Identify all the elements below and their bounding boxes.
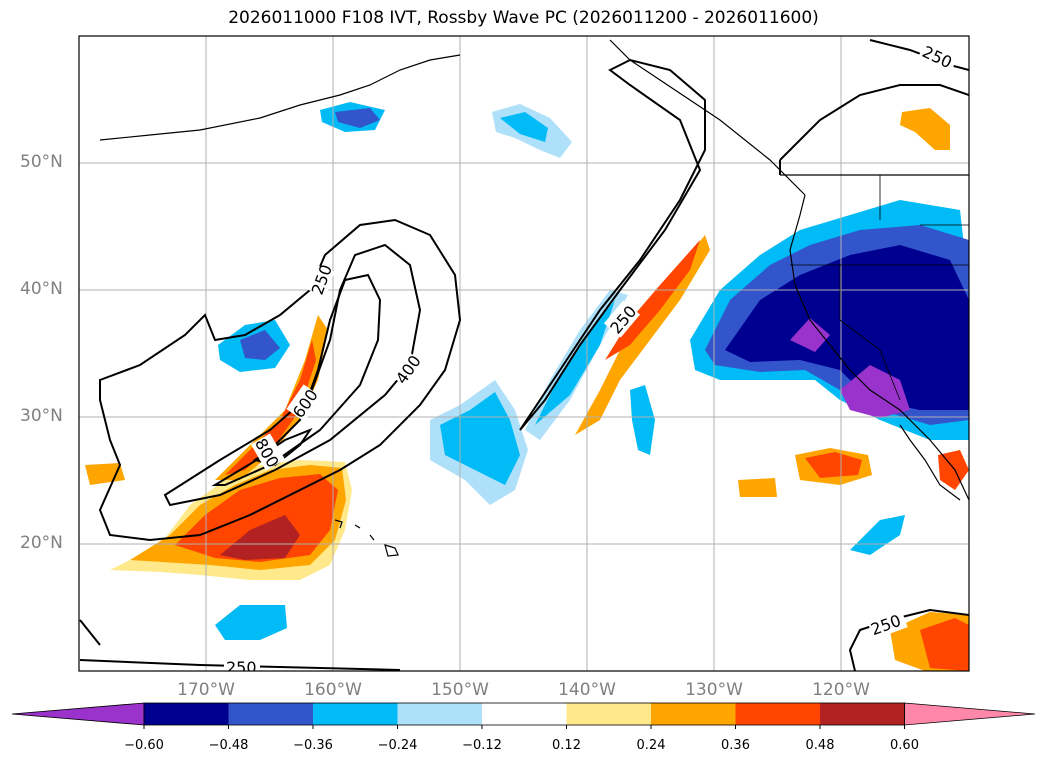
- ivt-contour-250-coastal: [519, 58, 706, 431]
- hawaii-islands: [334, 519, 399, 557]
- negative-anomaly-westcoast-core: [725, 245, 969, 410]
- graticule: [79, 36, 969, 671]
- positive-anomaly-small-1: [85, 463, 125, 485]
- colorbar-tick-label: 0.60: [890, 738, 919, 753]
- colorbar-bin-3: [313, 703, 398, 725]
- ivt-contour-250-northeast: [779, 84, 969, 175]
- negative-anomaly-north-core: [335, 108, 380, 128]
- colorbar-bin-8: [735, 703, 820, 725]
- colorbar-tick-label: −0.12: [462, 738, 502, 753]
- ivt-contour-250-main: [98, 218, 462, 542]
- positive-anomaly-small-2: [738, 478, 777, 497]
- lat-label-20n: 20°N: [20, 533, 63, 553]
- colorbar-extend-min: [11, 702, 145, 726]
- colorbar-tick-label: 0.36: [721, 738, 750, 753]
- lon-label-160w: 160°W: [304, 680, 362, 700]
- lon-label-140w: 140°W: [558, 680, 616, 700]
- positive-anomaly-subtropical-max: [220, 515, 300, 560]
- lon-label-120w: 120°W: [812, 680, 870, 700]
- negative-anomaly-west-core: [240, 330, 280, 360]
- baja-coast: [899, 424, 961, 501]
- colorbar-tick-label: −0.36: [293, 738, 333, 753]
- map-title: 2026011000 F108 IVT, Rossby Wave PC (202…: [228, 8, 819, 28]
- colorbar-tick-label: 0.24: [636, 738, 666, 753]
- positive-anomaly-baja: [938, 450, 969, 490]
- lat-label-30n: 30°N: [20, 406, 63, 426]
- north-american-west-coast: [789, 194, 969, 501]
- colorbar-ticks: [143, 725, 905, 729]
- colorbar-bin-2: [228, 703, 313, 725]
- negative-anomaly-band-core: [535, 300, 615, 425]
- colorbar-bin-7: [651, 703, 736, 725]
- positive-anomaly-subtropical-strong: [175, 474, 338, 562]
- state-borders: [790, 175, 969, 401]
- colorbar: [11, 702, 1036, 729]
- lon-label-150w: 150°W: [431, 680, 489, 700]
- colorbar-tick-label: 0.12: [552, 738, 581, 753]
- negative-anomaly-south: [215, 605, 287, 640]
- map-frame: [78, 35, 970, 672]
- anomaly-fills: [85, 102, 969, 671]
- positive-anomaly-coastal-core: [605, 240, 700, 360]
- colorbar-bin-5: [482, 703, 567, 725]
- contour-label-250-south: 250: [226, 658, 257, 677]
- positive-anomaly-southeast-core: [920, 618, 969, 671]
- negative-anomaly-small-3: [630, 385, 655, 455]
- gulf-of-alaska-coastline: [609, 39, 806, 196]
- lon-label-130w: 130°W: [685, 680, 743, 700]
- ivt-contour-250-west: [79, 619, 401, 671]
- coastlines: [99, 39, 969, 557]
- colorbar-tick-label: −0.60: [124, 738, 164, 753]
- positive-anomaly-east-core: [805, 452, 862, 478]
- colorbar-bin-6: [566, 703, 651, 725]
- colorbar-bin-4: [397, 703, 482, 725]
- positive-anomaly-northeast: [900, 108, 950, 150]
- colorbar-tick-label: 0.48: [805, 738, 835, 753]
- lat-label-50n: 50°N: [20, 152, 63, 172]
- negative-anomaly-southwest-ocean: [850, 515, 905, 555]
- alaska-coastline: [99, 54, 461, 141]
- lat-label-40n: 40°N: [20, 279, 63, 299]
- lon-label-170w: 170°W: [177, 680, 235, 700]
- colorbar-extend-max: [904, 702, 1036, 726]
- colorbar-bin-9: [820, 703, 905, 725]
- colorbar-bin-1: [144, 703, 229, 725]
- negative-anomaly-gulf-core: [500, 112, 548, 142]
- negative-anomaly-westcoast-max: [790, 318, 910, 418]
- colorbar-outline: [143, 702, 905, 726]
- colorbar-tick-label: −0.24: [377, 738, 418, 753]
- colorbar-tick-label: −0.48: [208, 738, 249, 753]
- map-canvas: 250 400 600 800 250 250 250 250: [79, 36, 969, 677]
